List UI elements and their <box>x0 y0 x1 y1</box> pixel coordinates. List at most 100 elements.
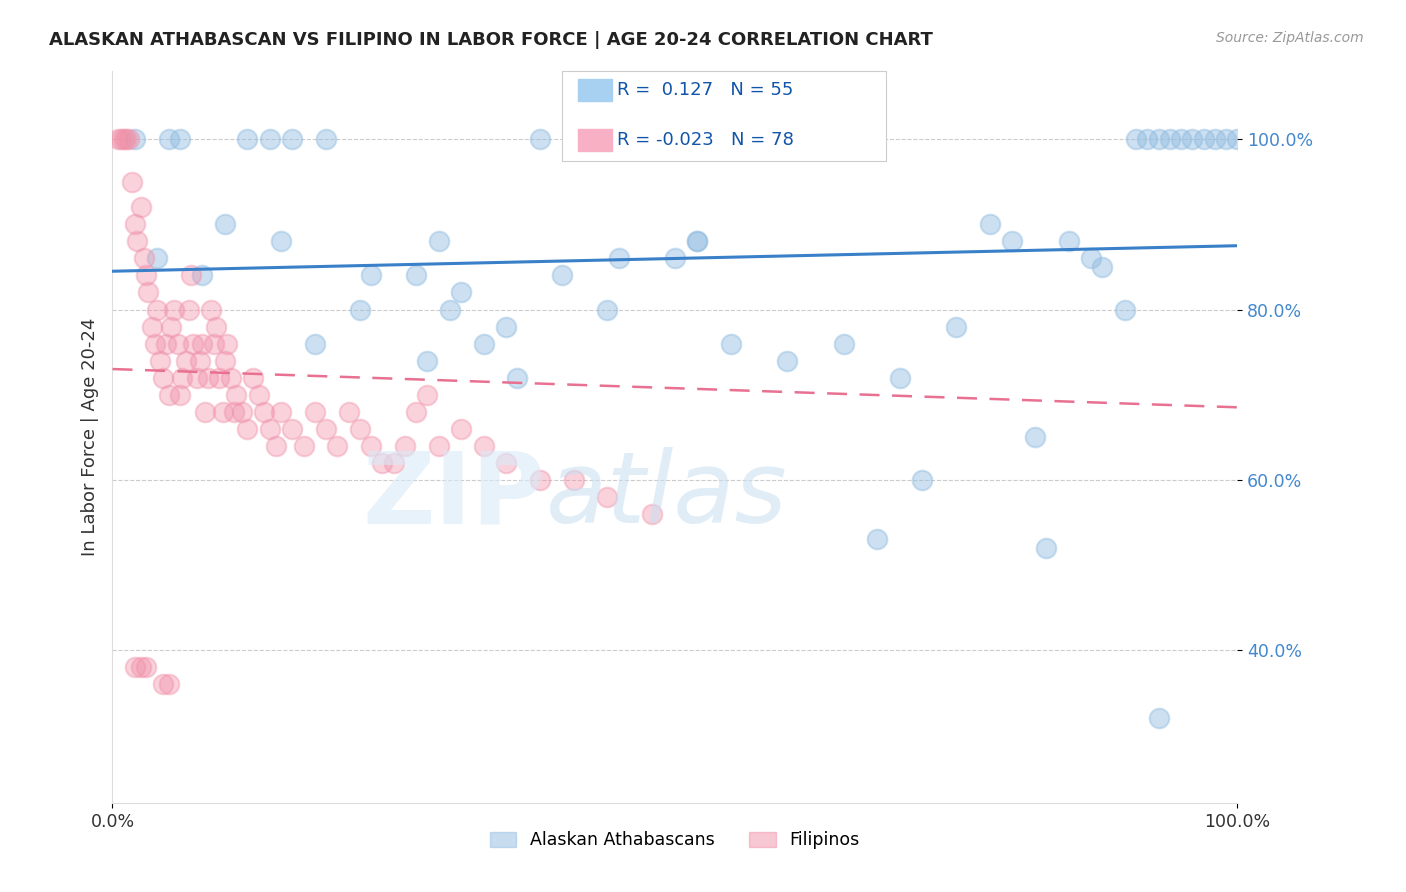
Point <box>169 387 191 401</box>
Point <box>205 319 228 334</box>
Point <box>127 235 149 249</box>
Text: R =  0.127   N = 55: R = 0.127 N = 55 <box>617 81 793 99</box>
Point <box>124 218 146 232</box>
Point <box>236 421 259 435</box>
Point <box>225 387 247 401</box>
Point <box>641 507 664 521</box>
Point <box>143 336 166 351</box>
Text: Source: ZipAtlas.com: Source: ZipAtlas.com <box>1216 31 1364 45</box>
Point <box>281 421 304 435</box>
Point <box>177 302 200 317</box>
Point <box>1147 711 1170 725</box>
Point <box>264 439 287 453</box>
Point <box>832 336 855 351</box>
Point <box>1170 132 1192 146</box>
Point <box>110 132 132 146</box>
Point <box>259 421 281 435</box>
Point <box>304 336 326 351</box>
Point <box>427 235 450 249</box>
Point <box>315 132 337 146</box>
Point <box>253 404 276 418</box>
Point <box>360 268 382 283</box>
Point <box>472 336 495 351</box>
Point <box>121 175 143 189</box>
Point <box>270 235 292 249</box>
Point <box>146 302 169 317</box>
Point <box>208 370 231 384</box>
Point <box>214 353 236 368</box>
Point <box>180 268 202 283</box>
Point <box>371 456 394 470</box>
Point <box>495 319 517 334</box>
Point <box>174 353 197 368</box>
Point <box>124 659 146 673</box>
Point <box>242 370 264 384</box>
Point <box>155 336 177 351</box>
Point <box>349 302 371 317</box>
Point <box>979 218 1001 232</box>
Point <box>1204 132 1226 146</box>
Point <box>1057 235 1080 249</box>
Text: ALASKAN ATHABASCAN VS FILIPINO IN LABOR FORCE | AGE 20-24 CORRELATION CHART: ALASKAN ATHABASCAN VS FILIPINO IN LABOR … <box>49 31 934 49</box>
Point <box>720 336 742 351</box>
Point <box>326 439 349 453</box>
Point <box>112 132 135 146</box>
Point <box>247 387 270 401</box>
Point <box>889 370 911 384</box>
Point <box>664 252 686 266</box>
Point <box>211 404 233 418</box>
Point <box>405 404 427 418</box>
Text: R = -0.023   N = 78: R = -0.023 N = 78 <box>617 131 794 149</box>
Point <box>231 404 253 418</box>
Point <box>219 370 242 384</box>
Point <box>270 404 292 418</box>
Point <box>1147 132 1170 146</box>
Point <box>1215 132 1237 146</box>
Point <box>217 336 239 351</box>
Point <box>450 421 472 435</box>
Point <box>214 218 236 232</box>
Point <box>135 268 157 283</box>
Point <box>911 473 934 487</box>
Point <box>506 370 529 384</box>
Point <box>157 387 180 401</box>
Text: ZIP: ZIP <box>363 447 546 544</box>
Point <box>495 456 517 470</box>
Point <box>472 439 495 453</box>
Point <box>132 252 155 266</box>
Y-axis label: In Labor Force | Age 20-24: In Labor Force | Age 20-24 <box>80 318 98 557</box>
Point <box>115 132 138 146</box>
Point <box>163 302 186 317</box>
Point <box>945 319 967 334</box>
Point <box>188 353 211 368</box>
Point <box>405 268 427 283</box>
Point <box>222 404 245 418</box>
Point <box>596 302 619 317</box>
Text: atlas: atlas <box>546 447 787 544</box>
Point <box>529 473 551 487</box>
Point <box>200 302 222 317</box>
Point <box>304 404 326 418</box>
Point <box>450 285 472 300</box>
Point <box>157 677 180 691</box>
Point <box>562 473 585 487</box>
Point <box>160 319 183 334</box>
Point <box>776 353 799 368</box>
Point <box>1159 132 1181 146</box>
Point <box>135 659 157 673</box>
Point <box>186 370 208 384</box>
Point <box>194 404 217 418</box>
Point <box>686 235 709 249</box>
Point <box>360 439 382 453</box>
Point <box>1136 132 1159 146</box>
Point <box>394 439 416 453</box>
Point <box>427 439 450 453</box>
Legend: Alaskan Athabascans, Filipinos: Alaskan Athabascans, Filipinos <box>484 824 866 856</box>
Point <box>529 132 551 146</box>
Point <box>1125 132 1147 146</box>
Point <box>183 336 205 351</box>
Point <box>129 201 152 215</box>
Point <box>281 132 304 146</box>
Point <box>596 490 619 504</box>
Point <box>157 132 180 146</box>
